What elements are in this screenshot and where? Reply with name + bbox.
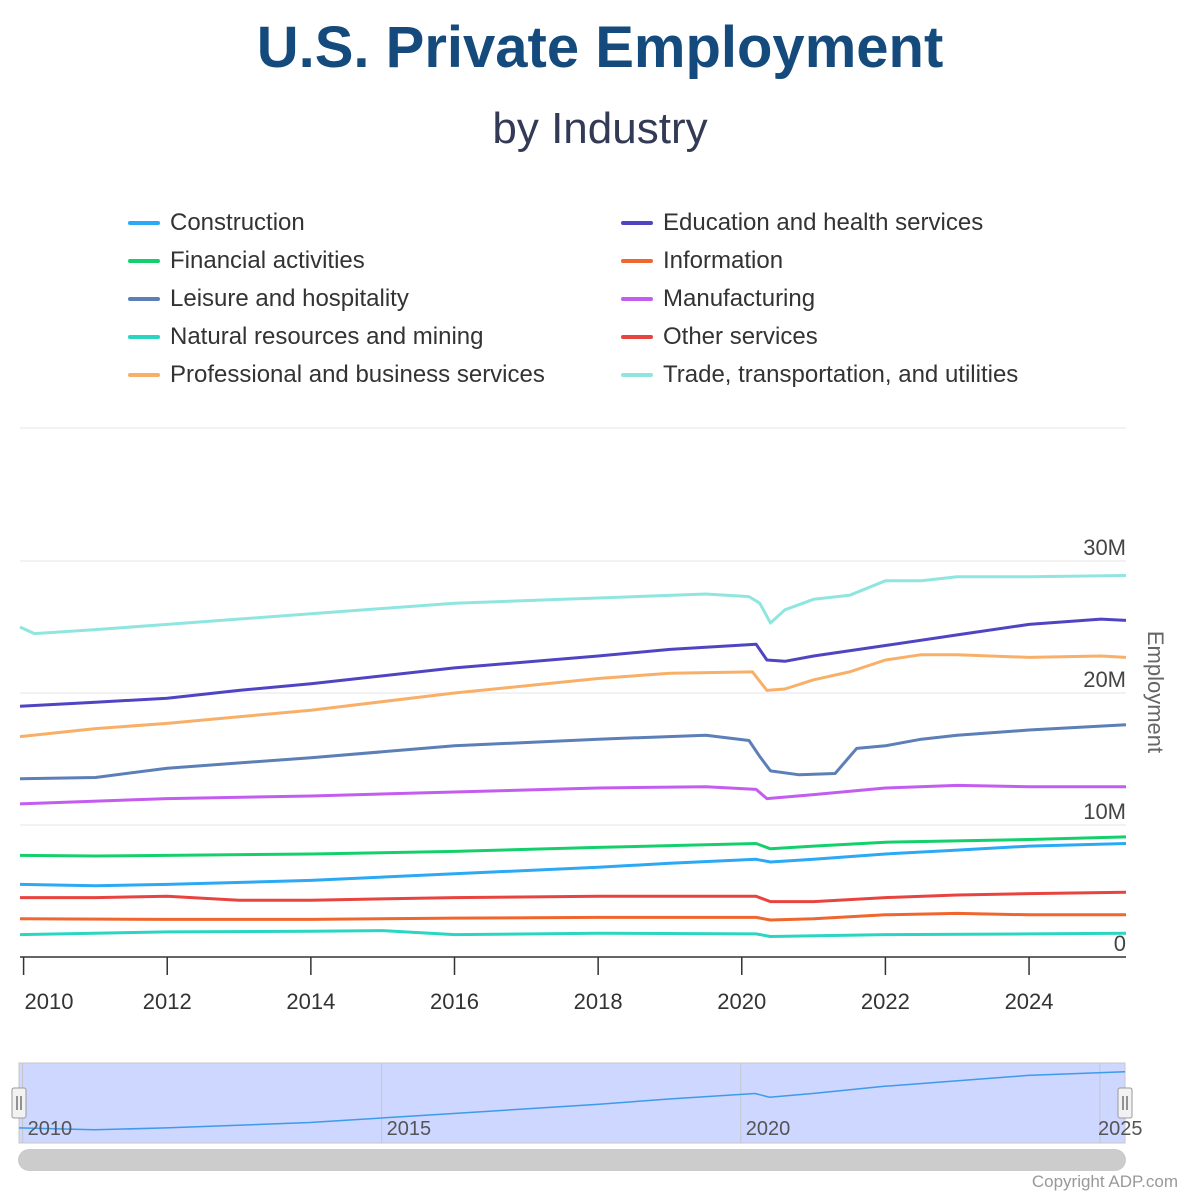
navigator-series: [18, 1071, 1126, 1131]
legend-swatch: [621, 297, 653, 301]
legend-label: Financial activities: [170, 247, 365, 274]
y-tick-label: 0: [1114, 931, 1126, 956]
series-line[interactable]: [19, 574, 1127, 636]
legend-label: Leisure and hospitality: [170, 285, 409, 312]
legend-item[interactable]: Natural resources and mining: [128, 322, 484, 352]
x-tick-label: 2024: [1005, 989, 1054, 1014]
series-line[interactable]: [19, 783, 1126, 806]
legend-label: Construction: [170, 209, 305, 236]
legend-item[interactable]: Manufacturing: [621, 284, 815, 314]
legend-swatch: [128, 221, 160, 225]
legend-swatch: [621, 259, 653, 263]
x-tick-label: 2016: [430, 989, 479, 1014]
legend-swatch: [128, 335, 160, 339]
series-line[interactable]: [19, 653, 1127, 739]
x-tick-label: 2014: [286, 989, 335, 1014]
chart-title: U.S. Private Employment: [256, 15, 944, 80]
navigator-tick-label: 2020: [746, 1118, 791, 1140]
legend-swatch: [621, 335, 653, 339]
series-line[interactable]: [20, 890, 1127, 904]
legend-label: Other services: [663, 323, 818, 350]
legend-item[interactable]: Information: [621, 246, 783, 276]
legend-swatch: [128, 259, 160, 263]
navigator-mask[interactable]: [18, 1062, 1126, 1144]
y-axis-title: Employment: [1143, 631, 1168, 753]
legend-label: Education and health services: [663, 209, 984, 236]
navigator-tick-label: 2025: [1098, 1118, 1143, 1140]
legend-label: Manufacturing: [663, 285, 816, 312]
scrollbar[interactable]: [18, 1149, 1126, 1171]
series-line[interactable]: [19, 929, 1127, 938]
legend-label: Information: [663, 247, 784, 274]
navigator-left-handle[interactable]: [11, 1087, 27, 1119]
chart-subtitle: by Industry: [492, 104, 708, 153]
legend-item[interactable]: Professional and business services: [128, 360, 545, 390]
navigator-tick-label: 2015: [387, 1118, 432, 1140]
legend-swatch: [621, 373, 653, 377]
y-tick-label: 10M: [1083, 799, 1126, 824]
legend-item[interactable]: Leisure and hospitality: [128, 284, 409, 314]
x-tick-label: 2018: [574, 989, 623, 1014]
x-tick-label: 2020: [717, 989, 766, 1014]
legend-label: Professional and business services: [170, 361, 545, 388]
series-line[interactable]: [19, 723, 1127, 781]
x-tick-label: 2022: [861, 989, 910, 1014]
legend-label: Trade, transportation, and utilities: [663, 361, 1019, 388]
series-line[interactable]: [19, 617, 1127, 708]
series-line[interactable]: [19, 911, 1126, 922]
legend-swatch: [128, 373, 160, 377]
legend-item[interactable]: Trade, transportation, and utilities: [621, 360, 1018, 390]
legend-item[interactable]: Financial activities: [128, 246, 365, 276]
legend-item[interactable]: Other services: [621, 322, 818, 352]
legend-swatch: [621, 221, 653, 225]
x-tick-label: 2012: [143, 989, 192, 1014]
navigator-right-handle[interactable]: [1117, 1087, 1133, 1119]
y-tick-label: 30M: [1083, 535, 1126, 560]
navigator-tick-label: 2010: [28, 1118, 73, 1140]
legend-item[interactable]: Education and health services: [621, 208, 983, 238]
series-line[interactable]: [19, 835, 1127, 858]
legend-item[interactable]: Construction: [128, 208, 305, 238]
x-tick-label: 2010: [25, 989, 74, 1014]
y-tick-label: 20M: [1083, 667, 1126, 692]
legend-label: Natural resources and mining: [170, 323, 484, 350]
legend-swatch: [128, 297, 160, 301]
copyright-text[interactable]: Copyright ADP.com: [1031, 1172, 1178, 1191]
series-line[interactable]: [19, 842, 1127, 888]
navigator[interactable]: [11, 1062, 1133, 1144]
